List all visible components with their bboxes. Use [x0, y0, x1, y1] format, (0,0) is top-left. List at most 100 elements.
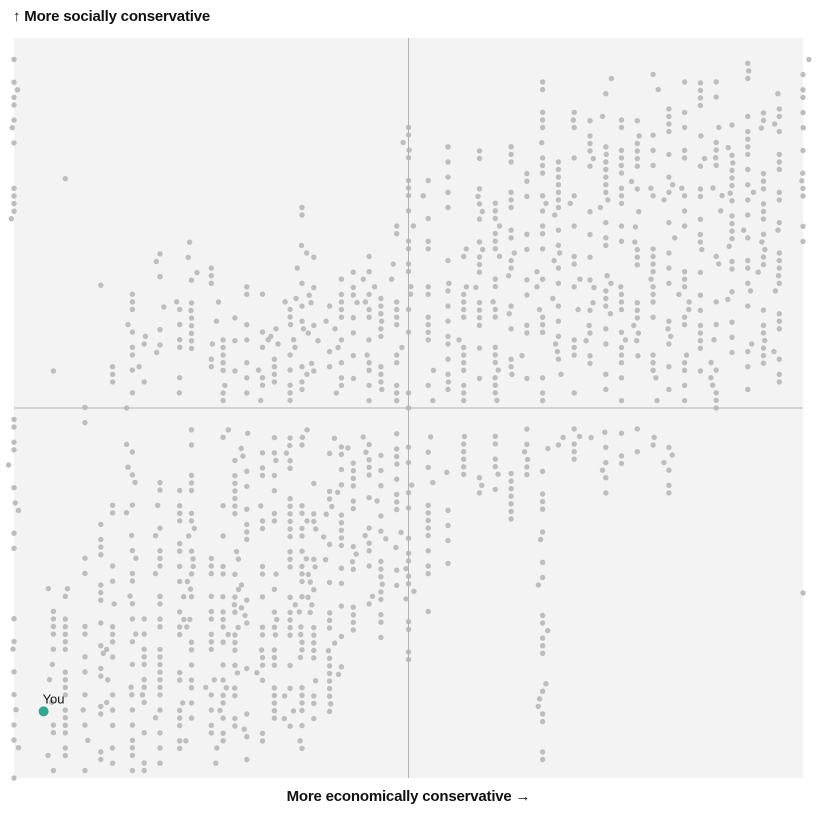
data-point	[213, 318, 220, 324]
data-point	[479, 482, 485, 488]
data-point	[313, 526, 319, 532]
data-point	[350, 460, 356, 466]
data-point	[524, 441, 530, 447]
data-point	[13, 707, 19, 713]
data-point	[394, 506, 400, 513]
data-point	[299, 303, 305, 309]
data-point	[338, 337, 345, 343]
data-point	[157, 684, 163, 691]
data-point	[603, 235, 609, 241]
data-point	[141, 684, 147, 690]
data-point	[745, 364, 751, 370]
data-point	[508, 189, 514, 195]
data-point	[271, 488, 278, 494]
data-point	[287, 609, 293, 616]
data-point	[232, 495, 238, 502]
data-point	[345, 445, 351, 451]
data-point	[603, 295, 609, 302]
data-point	[271, 624, 278, 630]
data-point	[188, 677, 195, 683]
data-point	[287, 390, 293, 396]
data-point	[650, 269, 656, 275]
data-point	[603, 326, 609, 332]
data-point	[711, 337, 717, 343]
data-point	[388, 276, 395, 282]
data-point	[634, 148, 640, 154]
data-point	[590, 155, 596, 162]
data-point	[476, 148, 483, 154]
data-point	[338, 382, 345, 389]
data-point	[760, 254, 767, 260]
data-point	[312, 678, 319, 684]
data-point	[188, 647, 195, 653]
data-point	[366, 495, 372, 501]
data-point	[508, 364, 514, 370]
data-point	[750, 189, 757, 195]
data-point	[11, 416, 17, 423]
data-point	[550, 295, 556, 302]
data-point	[259, 525, 266, 532]
data-point	[188, 715, 195, 721]
data-point	[534, 269, 540, 275]
data-point	[82, 767, 88, 774]
data-point	[681, 284, 688, 290]
data-point	[697, 193, 704, 200]
data-point	[208, 273, 214, 279]
data-point	[634, 163, 640, 169]
data-point	[571, 456, 577, 462]
data-point	[587, 254, 593, 260]
data-point	[128, 684, 134, 690]
data-point	[425, 449, 431, 455]
data-point	[11, 200, 17, 207]
data-point	[745, 166, 751, 173]
data-point	[350, 284, 356, 291]
data-point	[232, 488, 238, 494]
data-point	[304, 427, 310, 433]
data-point	[220, 434, 226, 441]
data-point	[338, 527, 345, 533]
data-point	[299, 647, 305, 653]
data-point	[98, 620, 104, 626]
data-point	[378, 303, 384, 309]
data-point	[425, 464, 431, 471]
data-point	[708, 359, 714, 366]
data-point	[98, 597, 104, 603]
data-point	[287, 518, 293, 525]
data-point	[311, 518, 317, 525]
data-point	[686, 306, 692, 313]
data-point	[445, 341, 451, 347]
data-point	[366, 367, 372, 373]
data-point	[697, 269, 704, 276]
data-point	[326, 617, 333, 624]
data-point	[648, 276, 654, 282]
data-point	[425, 215, 431, 222]
data-point	[576, 433, 583, 440]
data-point	[618, 162, 624, 169]
data-point	[177, 510, 183, 516]
data-point	[287, 549, 293, 555]
data-point	[508, 265, 514, 271]
data-point	[394, 360, 400, 366]
data-point	[461, 360, 467, 366]
data-point	[208, 692, 214, 698]
data-point	[188, 510, 195, 516]
data-point	[681, 367, 688, 373]
data-point	[745, 280, 751, 286]
data-point	[188, 442, 195, 448]
data-point	[420, 193, 426, 199]
data-point	[287, 367, 293, 373]
data-point	[713, 147, 719, 153]
data-point	[445, 318, 451, 324]
data-point	[475, 193, 481, 200]
data-point	[378, 379, 384, 385]
data-point	[231, 602, 238, 608]
data-point	[109, 631, 116, 637]
data-point	[271, 700, 278, 706]
data-point	[445, 522, 451, 529]
data-point	[492, 238, 498, 244]
data-point	[524, 246, 530, 253]
data-point	[214, 745, 220, 751]
data-point	[729, 258, 735, 265]
data-point	[650, 442, 656, 448]
